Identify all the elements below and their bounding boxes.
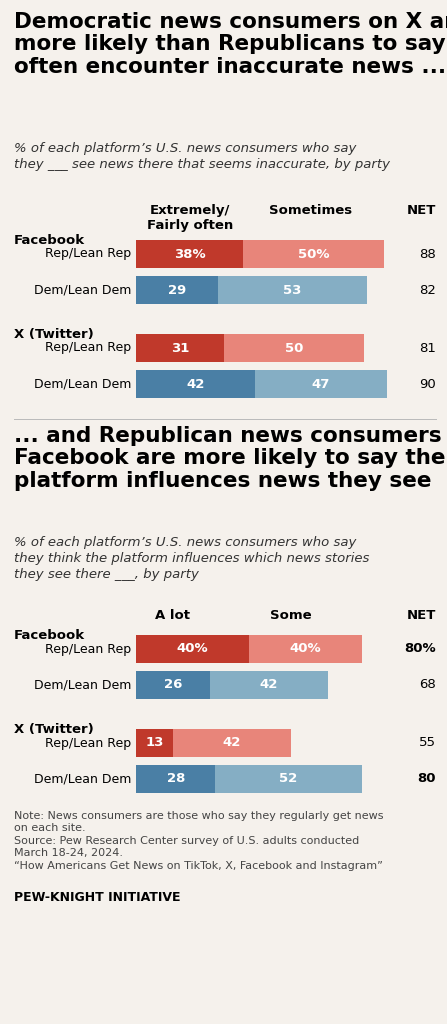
Text: Note: News consumers are those who say they regularly get news
on each site.
Sou: Note: News consumers are those who say t… <box>14 811 384 870</box>
Text: 26: 26 <box>164 679 182 691</box>
Bar <box>243 240 384 268</box>
Text: A lot: A lot <box>156 609 190 622</box>
Text: 68: 68 <box>419 679 436 691</box>
Text: 40%: 40% <box>177 642 208 655</box>
Text: Facebook: Facebook <box>14 234 85 247</box>
Text: 88: 88 <box>419 248 436 260</box>
Text: 80%: 80% <box>404 642 436 655</box>
Bar <box>136 729 173 757</box>
Bar <box>136 635 249 663</box>
Text: Rep/Lean Rep: Rep/Lean Rep <box>45 642 131 655</box>
Bar <box>14 419 437 420</box>
Bar <box>136 276 218 304</box>
Bar <box>210 671 328 699</box>
Text: 50%: 50% <box>298 248 329 260</box>
Text: 55: 55 <box>419 736 436 750</box>
Bar <box>255 370 387 398</box>
Text: 42: 42 <box>186 378 205 390</box>
Text: Extremely/
Fairly often: Extremely/ Fairly often <box>147 204 233 232</box>
Text: NET: NET <box>406 204 436 217</box>
Text: NET: NET <box>406 609 436 622</box>
Text: 29: 29 <box>168 284 186 297</box>
Text: X (Twitter): X (Twitter) <box>14 723 94 736</box>
Bar <box>136 671 210 699</box>
Bar <box>136 240 243 268</box>
Text: X (Twitter): X (Twitter) <box>14 328 94 341</box>
Text: Dem/Lean Dem: Dem/Lean Dem <box>34 284 131 297</box>
Text: 28: 28 <box>167 772 185 785</box>
Text: Dem/Lean Dem: Dem/Lean Dem <box>34 378 131 390</box>
Text: Some: Some <box>270 609 312 622</box>
Text: 53: 53 <box>283 284 302 297</box>
Text: PEW-KNIGHT INITIATIVE: PEW-KNIGHT INITIATIVE <box>14 891 181 904</box>
Bar <box>215 765 362 793</box>
Bar <box>136 765 215 793</box>
Text: ... and Republican news consumers on
Facebook are more likely to say the
platfor: ... and Republican news consumers on Fac… <box>14 426 447 490</box>
Bar <box>218 276 367 304</box>
Text: % of each platform’s U.S. news consumers who say
they ___ see news there that se: % of each platform’s U.S. news consumers… <box>14 142 390 171</box>
Text: 31: 31 <box>171 341 189 354</box>
Bar <box>224 334 364 362</box>
Text: % of each platform’s U.S. news consumers who say
they think the platform influen: % of each platform’s U.S. news consumers… <box>14 536 369 581</box>
Text: Rep/Lean Rep: Rep/Lean Rep <box>45 248 131 260</box>
Text: 52: 52 <box>279 772 298 785</box>
Text: Rep/Lean Rep: Rep/Lean Rep <box>45 341 131 354</box>
Text: 50: 50 <box>285 341 303 354</box>
Text: Dem/Lean Dem: Dem/Lean Dem <box>34 679 131 691</box>
Text: Rep/Lean Rep: Rep/Lean Rep <box>45 736 131 750</box>
Bar <box>173 729 291 757</box>
Text: 80: 80 <box>417 772 436 785</box>
Text: 42: 42 <box>260 679 278 691</box>
Text: 47: 47 <box>312 378 330 390</box>
Text: 90: 90 <box>419 378 436 390</box>
Text: 13: 13 <box>145 736 164 750</box>
Text: 42: 42 <box>223 736 241 750</box>
Bar <box>249 635 362 663</box>
Bar <box>136 334 224 362</box>
Text: Facebook: Facebook <box>14 629 85 642</box>
Text: Sometimes: Sometimes <box>270 204 353 217</box>
Text: 81: 81 <box>419 341 436 354</box>
Text: Democratic news consumers on X are
more likely than Republicans to say they
ofte: Democratic news consumers on X are more … <box>14 12 447 77</box>
Text: 82: 82 <box>419 284 436 297</box>
Bar <box>136 370 255 398</box>
Text: 40%: 40% <box>290 642 321 655</box>
Text: 38%: 38% <box>174 248 206 260</box>
Text: Dem/Lean Dem: Dem/Lean Dem <box>34 772 131 785</box>
